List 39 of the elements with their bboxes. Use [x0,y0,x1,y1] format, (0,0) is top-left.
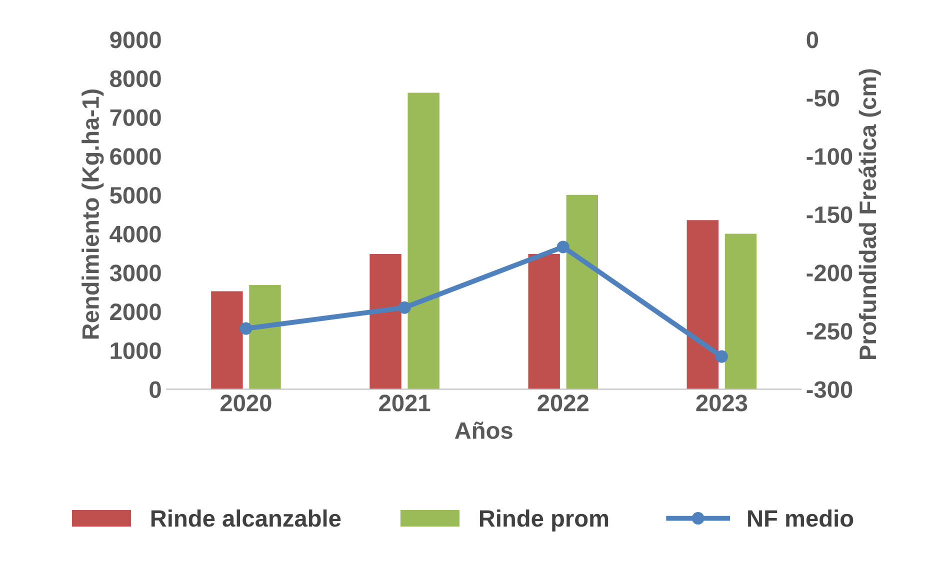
y-tick-label: 0 [150,381,161,398]
point [398,301,411,314]
y-tick-label: 6000 [110,148,161,165]
y2-tick-label: -150 [806,206,852,224]
y-tick-label: 4000 [110,226,161,243]
bar [686,220,719,390]
x-tick-label: 2020 [220,394,272,412]
y2-tick-label: -300 [806,381,852,398]
y-tick-label: 1000 [110,342,161,360]
y-tick-label: 5000 [110,186,161,204]
bar [211,291,243,390]
point [715,350,728,363]
y-axis-title: Rendimiento (Kg.ha-1) [82,90,104,339]
x-tick-label: 2023 [696,394,748,412]
y2-tick-label: -200 [806,264,852,282]
bar [408,92,440,390]
x-tick-label: 2022 [538,394,588,412]
legend-label: Rinde prom [480,509,608,532]
point [556,240,570,254]
bar [528,254,560,390]
y-tick-label: 9000 [110,32,161,48]
y2-tick-label: -50 [806,90,840,107]
bar [249,285,281,390]
y-tick-label: 7000 [110,109,161,126]
y2-tick-label: -100 [806,148,852,165]
bar [724,234,757,390]
y2-tick-label: 0 [806,32,818,48]
bar [370,254,402,390]
y-tick-label: 2000 [110,304,161,320]
y2-axis-title: Profundidad Freática (cm) [858,69,881,360]
legend-label: NF medio [748,509,854,527]
legend-label: Rinde alcanzable [151,509,341,527]
y-tick-label: 8000 [110,70,161,88]
y2-tick-label: -250 [806,322,852,340]
bar [566,194,598,390]
point [240,322,252,335]
x-tick-label: 2021 [379,394,430,412]
x-axis-title: Años [454,422,512,439]
y-tick-label: 3000 [110,264,161,282]
